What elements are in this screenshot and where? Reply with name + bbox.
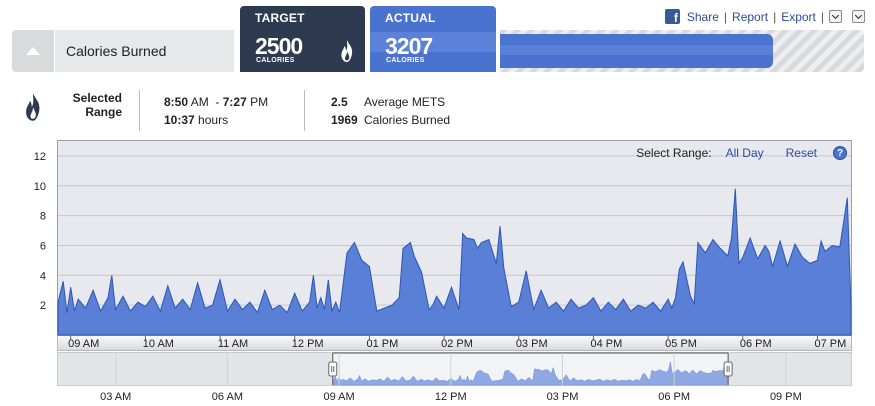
collapse-button[interactable] <box>12 30 54 72</box>
actual-card: ACTUAL 3207 CALORIES <box>370 6 496 72</box>
navigator-tick-label: 09 PM <box>770 391 802 403</box>
actual-value: 3207 <box>385 33 433 59</box>
collapse-arrow-icon <box>26 47 40 55</box>
top-links: f Share | Report | Export | <box>664 9 865 24</box>
y-tick-label: 10 <box>34 181 46 193</box>
actual-label: ACTUAL <box>385 11 436 25</box>
y-tick-label: 6 <box>40 240 46 252</box>
widget-title: Calories Burned <box>55 30 234 72</box>
navigator-drag-handle[interactable] <box>723 361 733 377</box>
selected-range-label: Selected Range <box>72 91 122 119</box>
mets-value: 2.5 <box>331 95 348 109</box>
export-link[interactable]: Export <box>781 9 816 24</box>
navigator-tick-label: 03 AM <box>100 391 131 403</box>
end-time: 7:27 <box>222 95 247 109</box>
share-link[interactable]: Share <box>686 9 719 24</box>
selected-range-flame-icon <box>26 93 40 121</box>
target-label: TARGET <box>255 11 305 25</box>
report-link[interactable]: Report <box>732 9 769 24</box>
navigator-tick-label: 09 AM <box>323 391 354 403</box>
progress-bar <box>500 30 864 72</box>
duration: 10:37 hours <box>164 113 228 127</box>
divider <box>139 90 140 131</box>
progress-fill <box>500 34 773 68</box>
divider <box>304 90 305 131</box>
navigator-unselected-right <box>728 353 851 385</box>
separator: | <box>773 9 777 24</box>
separator: | <box>820 9 824 24</box>
calories-value: 1969 <box>331 113 358 127</box>
navigator-tick-label: 06 AM <box>212 391 243 403</box>
reset-link[interactable]: Reset <box>785 146 817 160</box>
navigator-series <box>332 361 729 386</box>
facebook-icon[interactable]: f <box>664 9 680 24</box>
target-card: TARGET 2500 CALORIES <box>240 6 365 72</box>
target-unit: CALORIES <box>256 57 295 64</box>
help-icon[interactable]: ? <box>833 146 847 160</box>
y-tick-label: 8 <box>40 211 46 223</box>
duration-value: 10:37 <box>164 113 195 127</box>
calories-label: Calories Burned <box>364 113 451 127</box>
dropdown-button[interactable] <box>829 10 842 23</box>
mets-label: Average METS <box>364 95 446 109</box>
y-tick-label: 4 <box>40 270 46 282</box>
start-ampm: AM <box>190 95 209 109</box>
widget-title-text: Calories Burned <box>66 43 167 59</box>
navigator-tick-label: 06 PM <box>658 391 690 403</box>
start-time: 8:50 <box>164 95 189 109</box>
target-value: 2500 <box>255 33 303 59</box>
range-controls: Select Range: All Day Reset ? <box>636 146 847 160</box>
y-tick-label: 12 <box>34 151 46 163</box>
separator: | <box>723 9 728 24</box>
y-tick-label: 2 <box>40 300 46 312</box>
flame-icon <box>341 40 353 62</box>
range-dash: - <box>215 95 220 109</box>
time-range: 8:50 AM - 7:27 PM <box>164 95 268 109</box>
duration-unit: hours <box>198 113 229 127</box>
navigator-unselected-left <box>58 353 333 385</box>
end-ampm: PM <box>250 95 269 109</box>
actual-unit: CALORIES <box>386 57 425 64</box>
collapse-panel-button[interactable] <box>852 10 865 23</box>
all-day-link[interactable]: All Day <box>725 146 764 160</box>
navigator-drag-handle[interactable] <box>328 361 338 377</box>
select-range-label: Select Range: <box>636 146 712 160</box>
x-axis <box>57 336 852 351</box>
calories-area-series <box>57 188 852 336</box>
navigator-tick-label: 12 PM <box>435 391 467 403</box>
navigator-tick-label: 03 PM <box>547 391 579 403</box>
